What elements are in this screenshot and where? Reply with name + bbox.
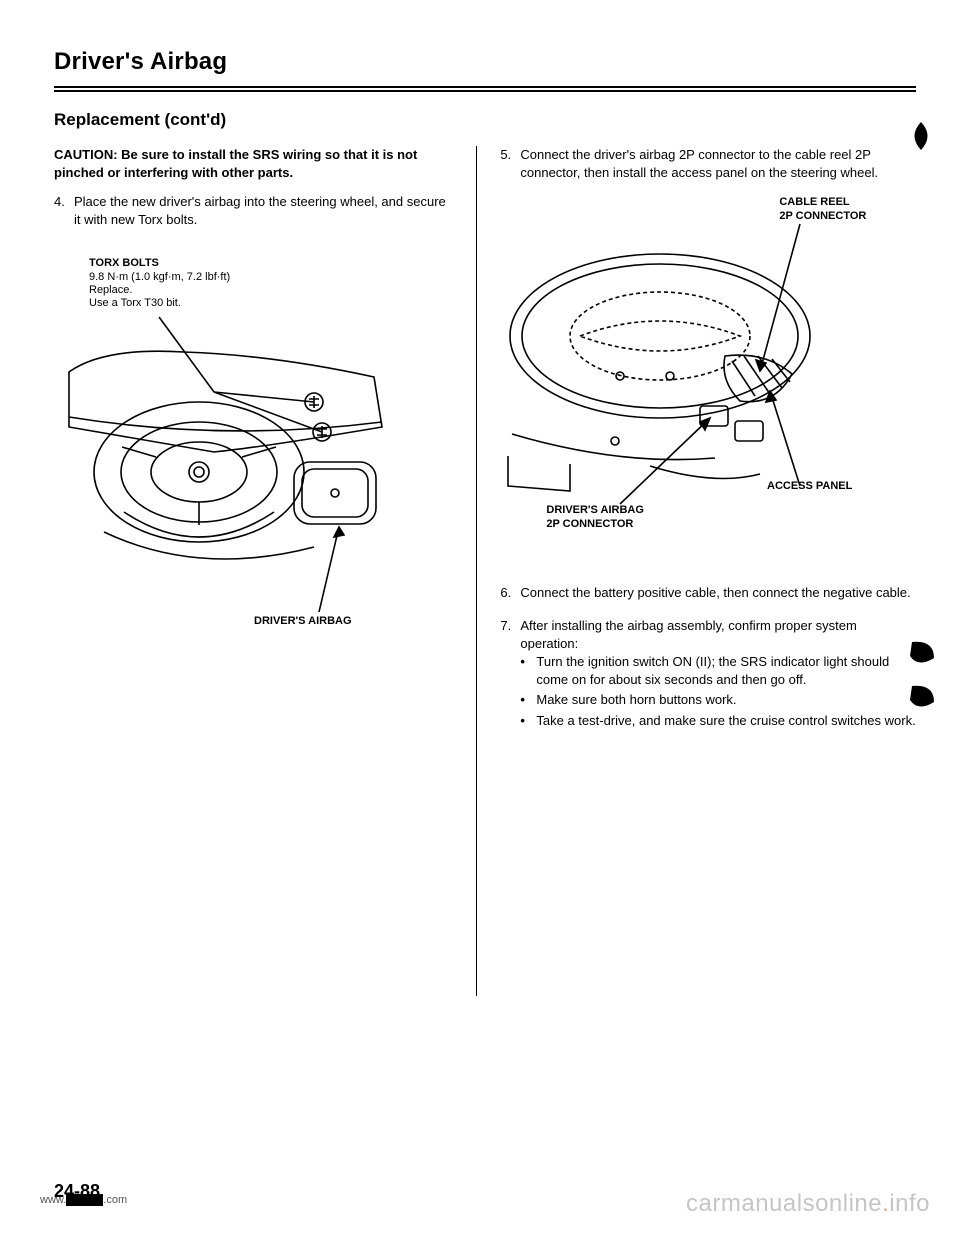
bullet-dot: • [520, 691, 536, 709]
cable-reel-line2: 2P CONNECTOR [779, 210, 866, 222]
figure-right: CABLE REEL 2P CONNECTOR [500, 196, 870, 556]
two-column-layout: CAUTION: Be sure to install the SRS wiri… [54, 146, 916, 736]
connector-illustration [500, 196, 870, 556]
step-num: 4. [54, 193, 74, 229]
step-body: Place the new driver's airbag into the s… [74, 193, 452, 229]
caution-label: CAUTION: [54, 147, 118, 162]
bullet-dot: • [520, 712, 536, 730]
step-5: 5. Connect the driver's airbag 2P connec… [500, 146, 916, 182]
title-rule [54, 86, 916, 88]
torx-spec1: 9.8 N·m (1.0 kgf·m, 7.2 lbf·ft) [89, 271, 230, 284]
step-body: Connect the driver's airbag 2P connector… [520, 146, 916, 182]
ink-mark-icon [904, 636, 938, 670]
caution-block: CAUTION: Be sure to install the SRS wiri… [54, 146, 452, 181]
bullet-text: Turn the ignition switch ON (II); the SR… [536, 653, 916, 689]
torx-label: TORX BOLTS [89, 257, 159, 269]
left-column: CAUTION: Be sure to install the SRS wiri… [54, 146, 476, 736]
torx-spec2: Replace. [89, 284, 230, 297]
drivers-airbag-2p-line2: 2P CONNECTOR [546, 518, 633, 530]
bullet-3: • Take a test-drive, and make sure the c… [520, 712, 916, 730]
drivers-airbag-2p-line1: DRIVER'S AIRBAG [546, 504, 644, 516]
cable-reel-callout: CABLE REEL 2P CONNECTOR [779, 196, 866, 222]
dom-com: .com [103, 1194, 127, 1206]
step-body: After installing the airbag assembly, co… [520, 617, 916, 732]
bullet-text: Take a test-drive, and make sure the cru… [536, 712, 916, 730]
step-4: 4. Place the new driver's airbag into th… [54, 193, 452, 229]
watermark: carmanualsonline.info [686, 1190, 930, 1218]
bullet-2: • Make sure both horn buttons work. [520, 691, 916, 709]
bullet-1: • Turn the ignition switch ON (II); the … [520, 653, 916, 689]
step-num: 5. [500, 146, 520, 182]
page-title: Driver's Airbag [54, 48, 916, 76]
torx-spec3: Use a Torx T30 bit. [89, 297, 230, 310]
step-6: 6. Connect the battery positive cable, t… [500, 584, 916, 602]
step-num: 6. [500, 584, 520, 602]
drivers-airbag-2p-callout: DRIVER'S AIRBAG 2P CONNECTOR [546, 504, 644, 530]
title-rule-bottom [54, 90, 916, 92]
drivers-airbag-label: DRIVER'S AIRBAG [254, 615, 352, 628]
right-column: 5. Connect the driver's airbag 2P connec… [476, 146, 916, 736]
step-7: 7. After installing the airbag assembly,… [500, 617, 916, 732]
torx-callout: TORX BOLTS 9.8 N·m (1.0 kgf·m, 7.2 lbf·f… [89, 257, 230, 310]
bullet-dot: • [520, 653, 536, 689]
bullet-text: Make sure both horn buttons work. [536, 691, 916, 709]
ink-mark-icon [904, 680, 938, 714]
sub-heading: Replacement (cont'd) [54, 110, 916, 130]
step-num: 7. [500, 617, 520, 732]
steering-wheel-illustration [64, 257, 394, 657]
column-divider [476, 146, 477, 996]
cable-reel-line1: CABLE REEL [779, 196, 849, 208]
step-7-intro: After installing the airbag assembly, co… [520, 617, 916, 653]
step-body: Connect the battery positive cable, then… [520, 584, 916, 602]
ink-mark-icon [904, 120, 938, 154]
access-panel-callout: ACCESS PANEL [767, 480, 852, 493]
page-number: 24-88 [54, 1181, 100, 1202]
figure-left: TORX BOLTS 9.8 N·m (1.0 kgf·m, 7.2 lbf·f… [64, 257, 394, 657]
